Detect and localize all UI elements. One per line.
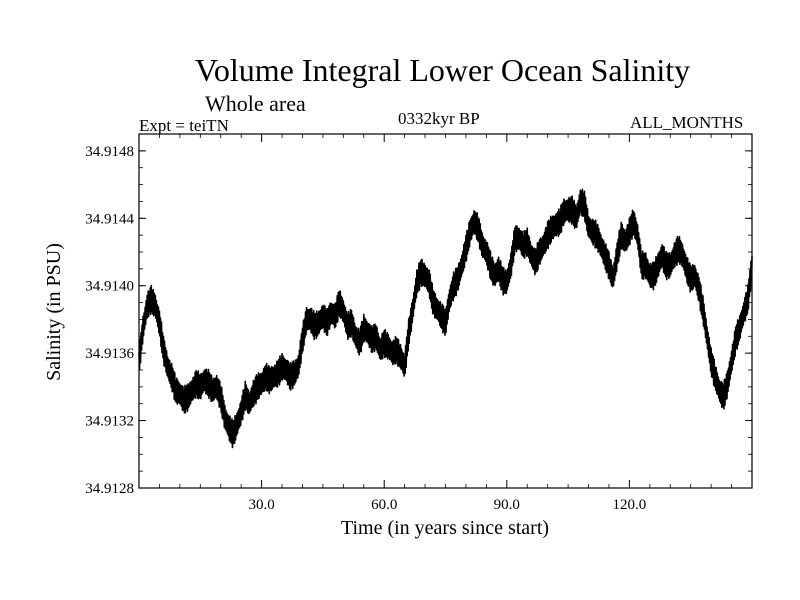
x-tick-label: 60.0	[371, 497, 397, 513]
months-label: ALL_MONTHS	[630, 113, 744, 132]
chart-subtitle: Whole area	[205, 91, 306, 116]
x-tick-label: 30.0	[248, 497, 274, 513]
y-tick-label: 34.9144	[85, 211, 134, 227]
y-tick-label: 34.9136	[85, 346, 134, 362]
period-label: 0332kyr BP	[398, 109, 480, 128]
y-tick-label: 34.9128	[85, 481, 134, 497]
y-tick-label: 34.9148	[85, 144, 134, 160]
experiment-label: Expt = teiTN	[139, 116, 229, 135]
y-axis-label: Salinity (in PSU)	[43, 243, 65, 381]
x-tick-label: 90.0	[494, 497, 520, 513]
y-tick-label: 34.9132	[85, 414, 134, 430]
y-tick-label: 34.9140	[85, 279, 134, 295]
x-tick-label: 120.0	[613, 497, 647, 513]
chart-title: Volume Integral Lower Ocean Salinity	[194, 52, 691, 88]
salinity-series-line	[138, 188, 753, 449]
x-axis-label: Time (in years since start)	[341, 517, 549, 539]
